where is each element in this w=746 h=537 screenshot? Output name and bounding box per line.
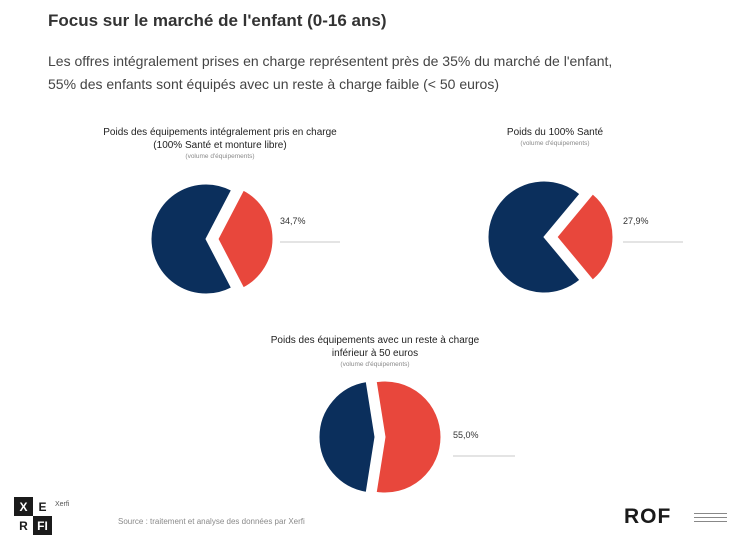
xerfi-logo-letter: R xyxy=(14,516,33,535)
pie-chart-2: Poids du 100% Santé (volume d'équipement… xyxy=(420,126,690,296)
pie-slice-main xyxy=(150,183,233,295)
chart-title: Poids des équipements intégralement pris… xyxy=(40,126,400,152)
xerfi-logo-letter: F xyxy=(37,518,45,533)
source-note: Source : traitement et analyse des donné… xyxy=(118,517,305,526)
pie-slice-highlight xyxy=(217,189,274,289)
chart-title: Poids des équipements avec un reste à ch… xyxy=(210,334,540,360)
chart-title-line: inférieur à 50 euros xyxy=(331,348,419,359)
subtitle-line: Les offres intégralement prises en charg… xyxy=(48,53,613,69)
xerfi-logo-caption: Xerfi xyxy=(55,501,70,508)
pie-chart-3: Poids des équipements avec un reste à ch… xyxy=(210,334,540,504)
xerfi-logo-letter: E xyxy=(33,497,52,516)
data-label: 27,9% xyxy=(623,216,649,226)
pie-svg: 55,0% xyxy=(318,380,515,494)
data-label: 55,0% xyxy=(453,430,479,440)
pie-slice-highlight xyxy=(556,193,614,281)
data-label: 34,7% xyxy=(280,216,306,226)
chart-note: (volume d'équipements) xyxy=(185,153,255,160)
chart-title-line: (100% Santé et monture libre) xyxy=(153,140,287,151)
chart-title: Poids du 100% Santé xyxy=(420,126,690,139)
pie-svg: 27,9% xyxy=(487,180,683,294)
pie-chart-1: Poids des équipements intégralement pris… xyxy=(40,126,400,296)
chart-title-line: Poids des équipements intégralement pris… xyxy=(103,127,337,138)
chart-note: (volume d'équipements) xyxy=(340,361,410,368)
pie-slice-main xyxy=(318,381,376,493)
page-subtitle: Les offres intégralement prises en charg… xyxy=(48,50,746,96)
pie-slice-main xyxy=(487,180,581,294)
rof-logo: ROF xyxy=(624,505,672,528)
chart-note: (volume d'équipements) xyxy=(520,140,590,147)
subtitle-line: 55% des enfants sont équipés avec un res… xyxy=(48,76,500,92)
rof-logo-lines xyxy=(694,513,727,525)
page-title: Focus sur le marché de l'enfant (0-16 an… xyxy=(48,11,387,30)
chart-title-line: Poids des équipements avec un reste à ch… xyxy=(270,335,480,346)
xerfi-logo-letter: I xyxy=(44,518,48,533)
chart-title-line: Poids du 100% Santé xyxy=(506,127,604,138)
xerfi-logo-letter: X xyxy=(14,497,33,516)
pie-slice-highlight xyxy=(375,380,442,494)
pie-svg: 34,7% xyxy=(150,183,340,295)
